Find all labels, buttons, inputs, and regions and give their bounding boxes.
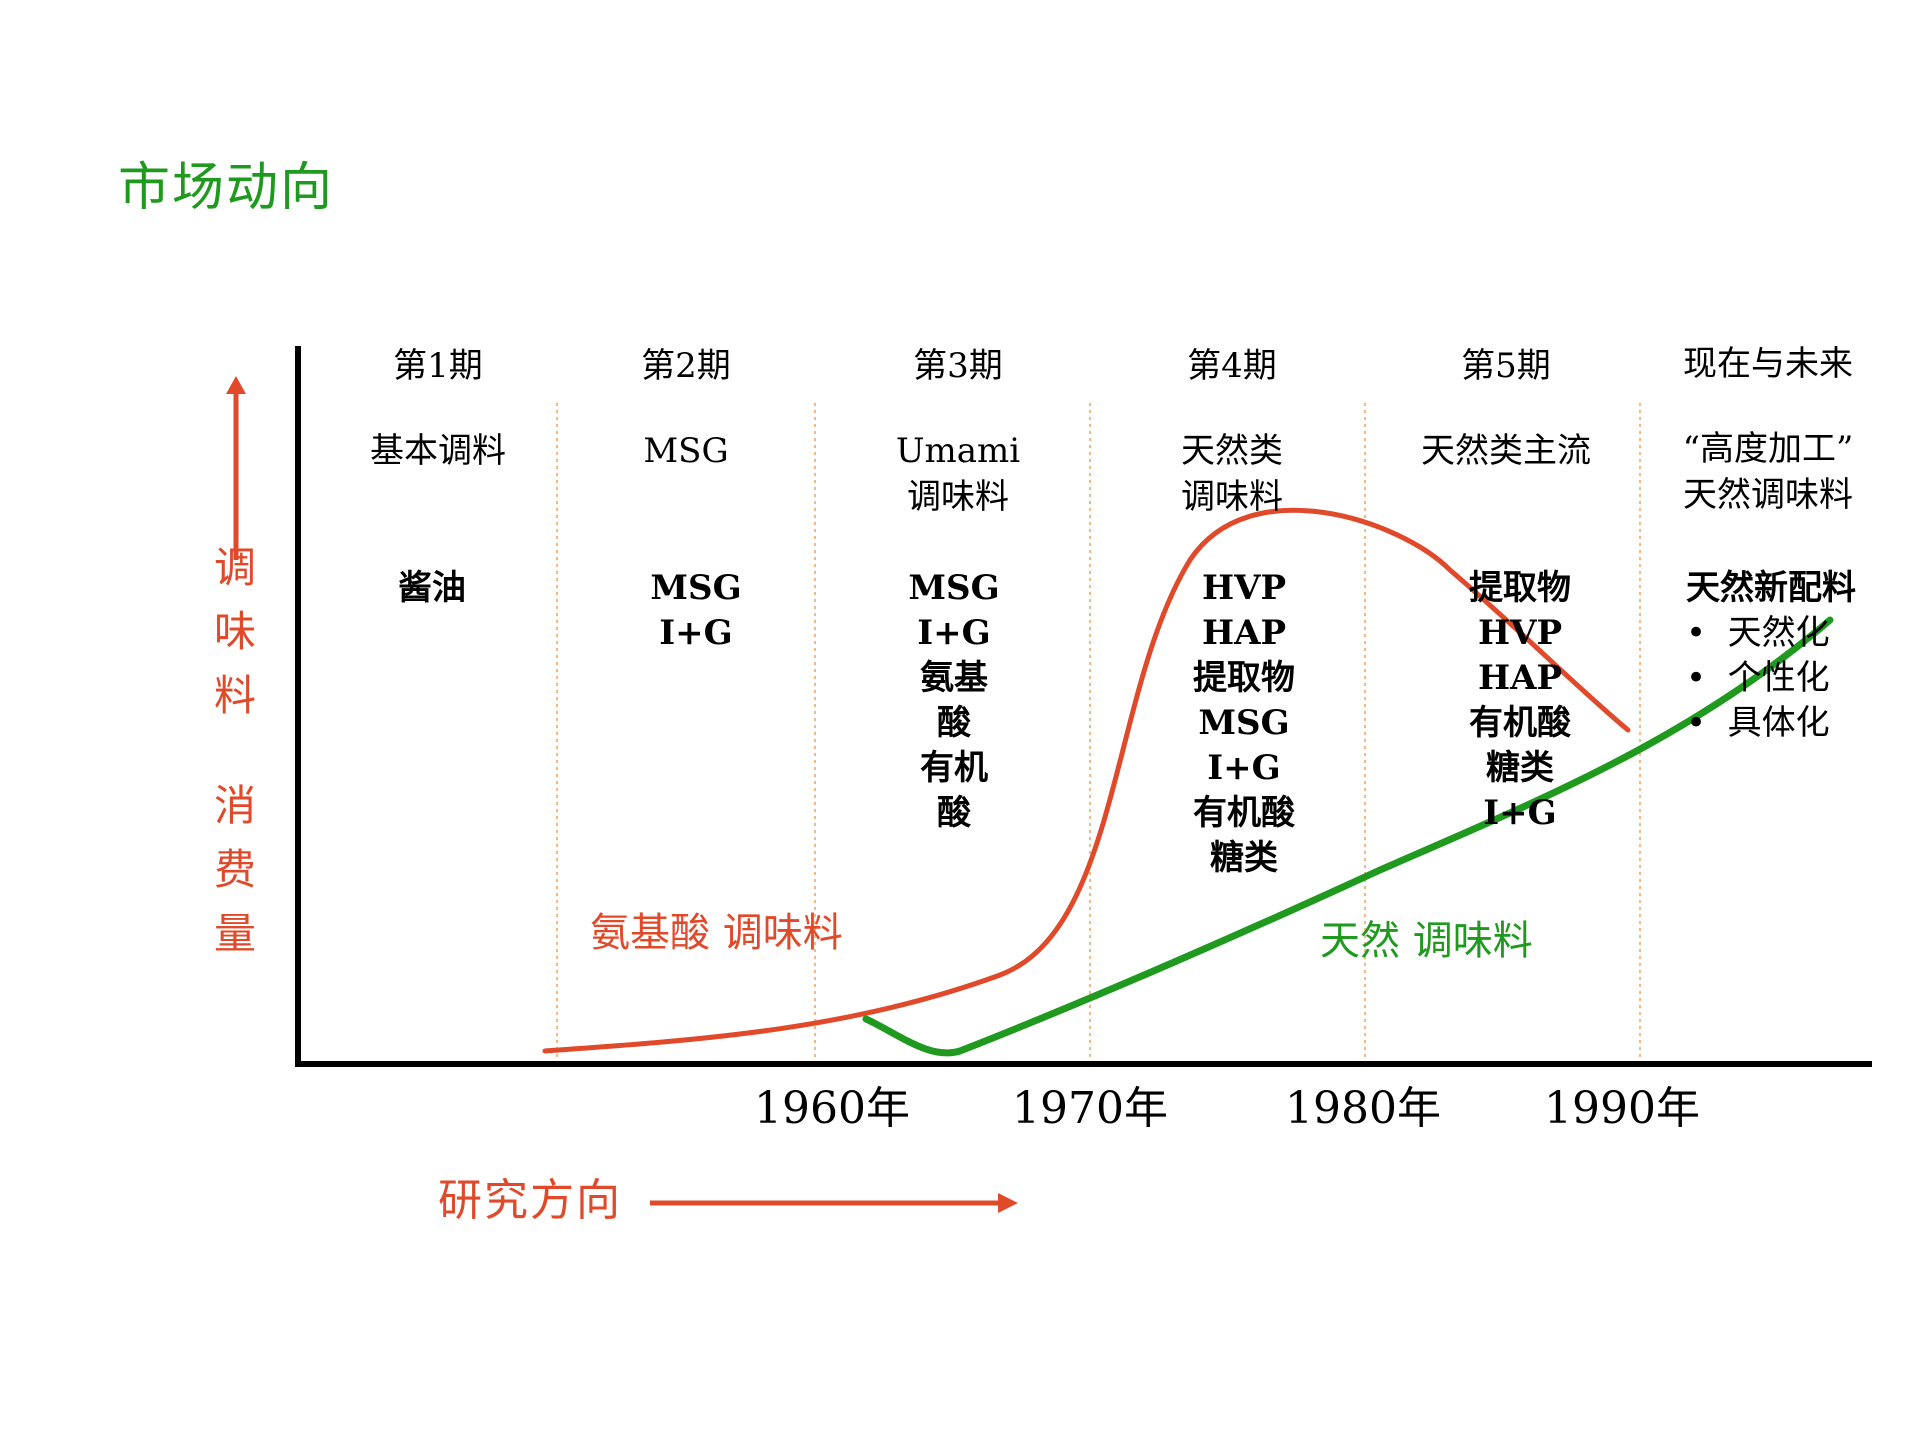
bullet-dot-icon: • <box>1686 658 1728 698</box>
period-items-6: 天然新配料 • 天然化 • 个性化 • 具体化 <box>1686 566 1856 746</box>
period-items-4: HVP HAP 提取物 MSG I+G 有机酸 糖类 <box>1193 568 1295 878</box>
period-label-6: 现在与未来 <box>1683 344 1853 384</box>
bullet-list: • 天然化 • 个性化 • 具体化 <box>1686 611 1856 746</box>
year-label-1970: 1970年 <box>1012 1083 1168 1134</box>
period-category-3: Umami 调味料 <box>895 431 1021 517</box>
period-label-5: 第5期 <box>1461 346 1551 386</box>
period-items-1: 酱油 <box>398 568 466 608</box>
list-item: • 天然化 <box>1686 613 1830 653</box>
period-dividers <box>556 403 1641 1062</box>
amino-acid-curve <box>542 507 1631 1054</box>
period-category-5: 天然类主流 <box>1421 431 1591 471</box>
period-category-1: 基本调料 <box>370 431 506 471</box>
period-items-2: MSG I+G <box>650 568 742 653</box>
y-axis-label-line2: 消 费 量 <box>213 781 256 958</box>
amino-acid-curve-label: 氨基酸 调味料 <box>590 910 843 956</box>
year-label-1980: 1980年 <box>1285 1083 1441 1134</box>
list-item: • 个性化 <box>1686 658 1830 698</box>
y-arrow <box>226 376 246 560</box>
period-items-5: 提取物 HVP HAP 有机酸 糖类 I+G <box>1469 568 1571 833</box>
research-arrow <box>650 1193 1018 1213</box>
list-item: • 具体化 <box>1686 703 1830 743</box>
natural-curve-label: 天然 调味料 <box>1320 918 1533 964</box>
x-axis-label: 研究方向 <box>438 1175 622 1226</box>
period-label-3: 第3期 <box>913 346 1003 386</box>
period-label-2: 第2期 <box>641 346 731 386</box>
period-category-4: 天然类 调味料 <box>1181 431 1283 517</box>
bullet-dot-icon: • <box>1686 703 1728 743</box>
year-label-1990: 1990年 <box>1544 1083 1700 1134</box>
period-items-3: MSG I+G 氨基 酸 有机 酸 <box>908 568 1000 833</box>
natural-curve <box>862 616 1834 1057</box>
period-category-2: MSG <box>643 431 729 471</box>
period-label-4: 第4期 <box>1187 346 1277 386</box>
bullet-dot-icon: • <box>1686 613 1728 653</box>
page-title: 市场动向 <box>118 158 335 218</box>
period-label-1: 第1期 <box>393 346 483 386</box>
year-label-1960: 1960年 <box>754 1083 910 1134</box>
y-axis-label-line1: 调 味 料 <box>213 543 256 720</box>
period-category-6: “高度加工” 天然调味料 <box>1682 429 1854 515</box>
